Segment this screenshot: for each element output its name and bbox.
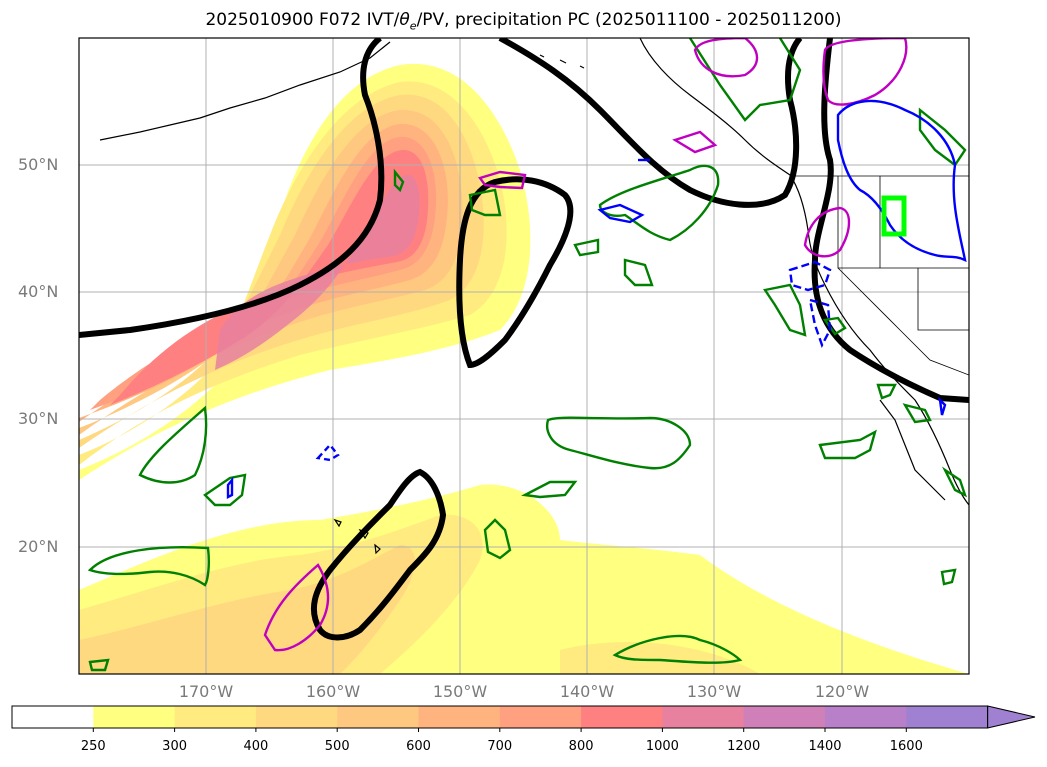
title-theta: θ: [399, 10, 410, 30]
colorbar-swatch: [255, 706, 338, 728]
colorbar-swatch: [12, 706, 94, 728]
lat-label: 50°N: [18, 155, 59, 174]
colorbar-label: 500: [324, 739, 350, 754]
map-frame: [78, 37, 970, 675]
lat-label: 30°N: [18, 409, 59, 428]
colorbar-label: 700: [487, 739, 513, 754]
state-boundaries: [790, 175, 969, 376]
colorbar-swatch: [743, 706, 826, 728]
colorbar: [11, 705, 1036, 732]
colorbar-swatch: [499, 706, 582, 728]
precip-green-contours: [87, 38, 968, 672]
colorbar-label: 800: [568, 739, 594, 754]
colorbar-swatch: [662, 706, 745, 728]
colorbar-swatch: [906, 706, 989, 728]
title-main: 2025010900 F072 IVT/: [205, 10, 400, 30]
colorbar-label: 400: [243, 739, 269, 754]
colorbar-label: 1200: [727, 739, 761, 754]
lon-label: 150°W: [432, 682, 488, 701]
lon-label: 140°W: [559, 682, 615, 701]
colorbar-swatch: [581, 706, 663, 728]
colorbar-label: 300: [162, 739, 188, 754]
colorbar-swatch: [825, 706, 907, 728]
lon-label: 170°W: [178, 682, 234, 701]
lon-label: 160°W: [305, 682, 361, 701]
map-title: 2025010900 F072 IVT/θe/PV, precipitation…: [0, 10, 1047, 32]
colorbar-swatch: [174, 706, 257, 728]
colorbar-label: 1400: [808, 739, 842, 754]
title-theta-sub: e: [409, 19, 417, 33]
precip-magenta-contours: [263, 38, 908, 652]
colorbar-label: 1600: [889, 739, 923, 754]
lon-label: 130°W: [686, 682, 742, 701]
colorbar-swatch: [337, 706, 419, 728]
title-rest: /PV, precipitation PC (2025011100 - 2025…: [416, 10, 842, 30]
ivt-southern-band: [79, 484, 969, 674]
colorbar-label: 250: [80, 739, 106, 754]
colorbar-label: 1000: [645, 739, 679, 754]
lon-label: 120°W: [814, 682, 870, 701]
colorbar-label: 600: [406, 739, 431, 754]
colorbar-extend-arrow: [987, 705, 1036, 729]
colorbar-swatch: [93, 706, 176, 728]
colorbar-swatch: [418, 706, 501, 728]
lat-label: 40°N: [18, 282, 59, 301]
lat-label: 20°N: [18, 537, 59, 556]
highlight-box: [881, 195, 907, 237]
map-area: [79, 38, 969, 674]
precip-blue-contours: [226, 99, 967, 499]
